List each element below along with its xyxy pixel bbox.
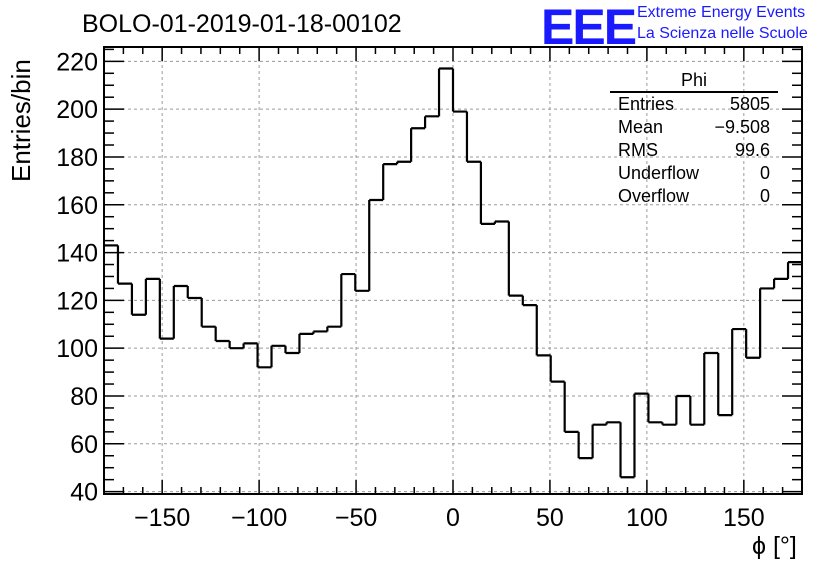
logo-text-line2: La Scienza nelle Scuole bbox=[637, 25, 808, 42]
y-tick-label: 40 bbox=[70, 479, 98, 507]
y-tick-label: 60 bbox=[70, 431, 98, 459]
y-tick-label: 100 bbox=[56, 335, 98, 363]
stats-label: Overflow bbox=[618, 186, 690, 206]
histogram-bin bbox=[619, 422, 635, 479]
histogram-bin bbox=[479, 161, 495, 225]
stats-value: 99.6 bbox=[734, 140, 770, 160]
histogram-bin bbox=[144, 277, 160, 315]
histogram-bin bbox=[549, 355, 565, 383]
histogram-bin bbox=[423, 115, 440, 129]
histogram-bin bbox=[577, 431, 593, 460]
stats-title: Phi bbox=[610, 70, 778, 93]
y-tick-label: 120 bbox=[56, 287, 98, 315]
stats-row-rms: RMS 99.6 bbox=[610, 139, 778, 162]
histogram-bin bbox=[242, 342, 258, 349]
histogram-bin bbox=[493, 220, 509, 224]
x-tick-label: −100 bbox=[231, 504, 287, 532]
histogram-bin bbox=[661, 422, 677, 426]
stats-row-underflow: Underflow 0 bbox=[610, 162, 778, 185]
histogram-bin bbox=[340, 272, 356, 327]
x-tick-label: 100 bbox=[626, 504, 668, 532]
histogram-bin bbox=[312, 330, 328, 334]
logo-text-line1: Extreme Energy Events bbox=[637, 4, 806, 21]
histogram-bin bbox=[172, 284, 188, 339]
stats-value: 0 bbox=[759, 186, 770, 206]
stats-label: RMS bbox=[618, 140, 658, 160]
histogram-bin bbox=[410, 127, 426, 162]
histogram-bin bbox=[563, 381, 579, 433]
x-tick-label: 0 bbox=[446, 504, 460, 532]
eee-logo: EEE bbox=[541, 0, 637, 55]
histogram-bin bbox=[731, 327, 747, 416]
y-tick-label: 140 bbox=[56, 240, 98, 268]
stats-value: −9.508 bbox=[714, 117, 770, 137]
plot-frame bbox=[103, 46, 803, 495]
stats-label: Mean bbox=[618, 117, 664, 137]
stats-value: 0 bbox=[759, 163, 770, 183]
stats-value: 5805 bbox=[729, 94, 770, 114]
y-tick-label: 220 bbox=[56, 48, 98, 76]
y-axis-label: Entries/bin bbox=[6, 59, 36, 182]
histogram-bin bbox=[451, 68, 467, 113]
histogram-bin bbox=[465, 111, 481, 163]
x-tick-label: −50 bbox=[335, 504, 377, 532]
histogram-bin bbox=[591, 423, 607, 459]
histogram-bin bbox=[200, 297, 216, 328]
histogram-bin bbox=[284, 345, 300, 355]
histogram-bin bbox=[396, 160, 412, 165]
stats-label: Entries bbox=[618, 94, 675, 114]
axis-ticks bbox=[103, 47, 803, 494]
y-tick-label: 180 bbox=[56, 144, 98, 172]
histogram-series bbox=[104, 67, 802, 479]
histogram-bin bbox=[298, 332, 314, 353]
y-tick-label: 160 bbox=[56, 192, 98, 220]
y-tick-label: 80 bbox=[70, 383, 98, 411]
histogram-bin bbox=[703, 351, 719, 425]
stats-row-overflow: Overflow 0 bbox=[610, 185, 778, 208]
histogram-bin bbox=[256, 343, 272, 369]
histogram-bin bbox=[158, 278, 174, 340]
histogram-bin bbox=[786, 261, 802, 279]
histogram-bin bbox=[326, 325, 342, 332]
histogram-bin bbox=[382, 163, 398, 200]
histogram-bin bbox=[214, 326, 230, 343]
histogram-bin bbox=[647, 393, 663, 424]
histogram-bin bbox=[521, 295, 537, 307]
tick-labels: −150 −100 −50 0 50 100 150 40 60 80 100 120 140 160 18… bbox=[56, 48, 764, 532]
histogram-bin bbox=[633, 392, 649, 478]
histogram-bin bbox=[675, 394, 691, 425]
histogram-bin bbox=[354, 274, 370, 292]
histogram-bin bbox=[270, 344, 286, 368]
histogram-bin bbox=[717, 352, 733, 417]
histogram-bin bbox=[368, 198, 384, 291]
y-tick-label: 200 bbox=[56, 96, 98, 124]
histogram-bin bbox=[605, 421, 621, 425]
histogram-bin bbox=[186, 286, 202, 300]
histogram-bin bbox=[759, 287, 775, 358]
histogram-bin bbox=[772, 277, 789, 289]
x-tick-label: 150 bbox=[723, 504, 765, 532]
histogram-bin bbox=[507, 221, 523, 297]
stats-row-mean: Mean −9.508 bbox=[610, 116, 778, 139]
histogram-bin bbox=[130, 283, 146, 316]
chart-title: BOLO-01-2019-01-18-00102 bbox=[82, 10, 402, 38]
histogram-bin bbox=[689, 395, 705, 426]
histogram-bin bbox=[745, 329, 761, 359]
x-axis-label: ϕ [°] bbox=[752, 532, 797, 560]
statistics-box: Phi Entries 5805 Mean −9.508 RMS 99.6 Un… bbox=[610, 70, 778, 208]
x-tick-label: 50 bbox=[536, 504, 564, 532]
stats-row-entries: Entries 5805 bbox=[610, 93, 778, 116]
stats-label: Underflow bbox=[618, 163, 700, 183]
histogram-bin bbox=[228, 341, 244, 350]
histogram-bin bbox=[116, 245, 132, 285]
x-tick-label: −150 bbox=[134, 504, 190, 532]
histogram-bin bbox=[437, 67, 453, 117]
histogram-bin bbox=[535, 305, 551, 357]
